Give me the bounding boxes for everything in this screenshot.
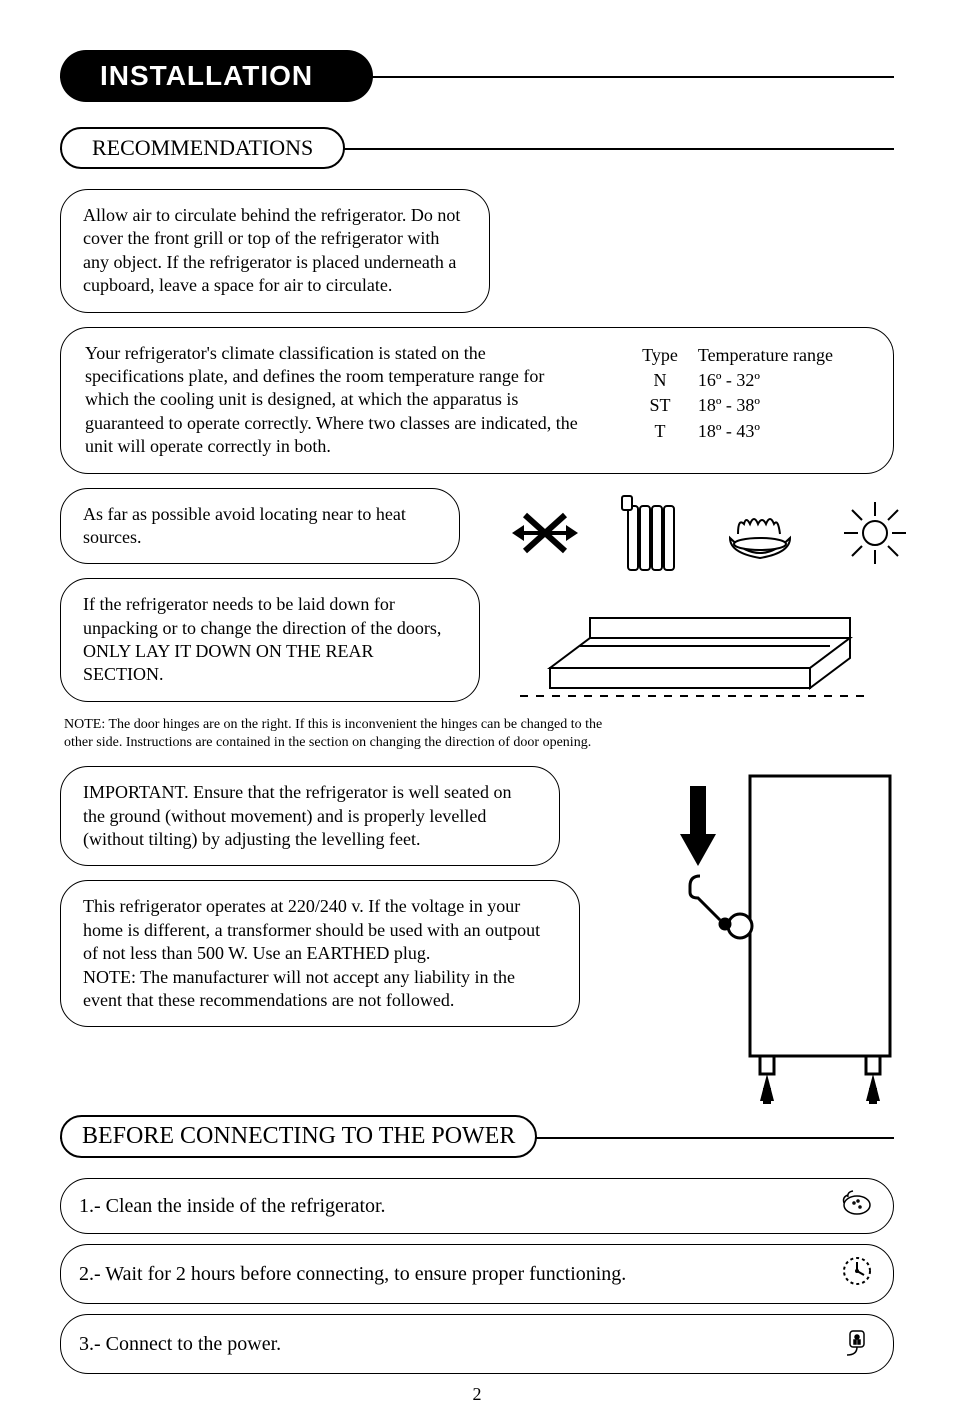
subheading-recommendations: RECOMMENDATIONS [60,127,345,169]
page-title: INSTALLATION [60,50,373,102]
spacing-arrows-icon [510,503,580,563]
row-level-voltage: IMPORTANT. Ensure that the refrigerator … [60,766,894,1111]
climate-row-range: 18º - 43º [698,420,851,443]
step-1: 1.- Clean the inside of the refrigerator… [60,1178,894,1234]
plug-icon [839,1325,875,1363]
step-3: 3.- Connect to the power. [60,1314,894,1374]
climate-row-type: T [642,420,696,443]
climate-table: Type Temperature range N 16º - 32º ST 18… [640,342,853,446]
stove-icon [720,498,800,568]
bubble-voltage: This refrigerator operates at 220/240 v.… [60,880,580,1027]
climate-row-type: N [642,369,696,392]
bubble-climate: Your refrigerator's climate classificati… [60,327,894,474]
climate-row-type: ST [642,394,696,417]
radiator-icon [620,488,680,578]
step-3-text: 3.- Connect to the power. [79,1333,281,1356]
subheading-wrap-recommendations: RECOMMENDATIONS [60,127,894,169]
heat-source-icons [510,488,910,578]
rear-section-diagram [510,588,910,713]
climate-row-range: 18º - 38º [698,394,851,417]
title-bar: INSTALLATION [60,50,894,102]
bubble-air-circulation: Allow air to circulate behind the refrig… [60,189,490,313]
step-2: 2.- Wait for 2 hours before connecting, … [60,1244,894,1304]
bubble-heat-sources: As far as possible avoid locating near t… [60,488,460,565]
climate-row-range: 16º - 32º [698,369,851,392]
row-heat-laydown: As far as possible avoid locating near t… [60,488,894,767]
step-1-text: 1.- Clean the inside of the refrigerator… [79,1195,386,1218]
climate-text: Your refrigerator's climate classificati… [85,342,585,459]
bubble-leveling: IMPORTANT. Ensure that the refrigerator … [60,766,560,866]
note-hinges: NOTE: The door hinges are on the right. … [64,716,624,752]
leveling-diagram [610,766,910,1111]
clock-icon [839,1255,875,1293]
page-number: 2 [60,1384,894,1405]
subheading-wrap-before-power: BEFORE CONNECTING TO THE POWER [60,1115,894,1158]
climate-header-range: Temperature range [698,344,851,367]
sponge-icon [839,1189,875,1223]
sun-icon [840,498,910,568]
climate-header-type: Type [642,344,696,367]
subheading-before-power: BEFORE CONNECTING TO THE POWER [60,1115,537,1158]
step-2-text: 2.- Wait for 2 hours before connecting, … [79,1263,626,1286]
bubble-lay-down: If the refrigerator needs to be laid dow… [60,578,480,702]
